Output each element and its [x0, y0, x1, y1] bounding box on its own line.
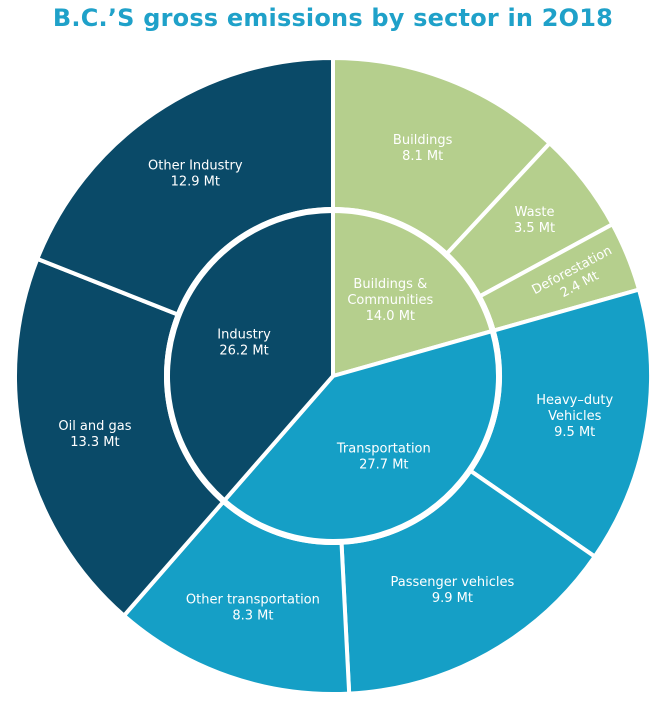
outer-label-oil-and-gas: Oil and gas 13.3 Mt	[58, 419, 131, 450]
outer-label-passenger-vehicles: Passenger vehicles 9.9 Mt	[390, 575, 514, 606]
inner-slice-buildings-communities	[331, 208, 495, 379]
outer-label-other-industry: Other Industry 12.9 Mt	[148, 158, 243, 189]
inner-slice-industry	[166, 208, 335, 504]
ring-separator	[164, 207, 502, 545]
outer-label-waste: Waste 3.5 Mt	[514, 205, 555, 236]
outer-label-buildings: Buildings 8.1 Mt	[393, 133, 453, 164]
outer-label-heavy-duty-vehicles: Heavy–duty Vehicles 9.5 Mt	[536, 393, 613, 440]
outer-label-other-transportation: Other transportation 8.3 Mt	[186, 593, 320, 624]
inner-label-buildings-communities: Buildings & Communities 14.0 Mt	[347, 277, 433, 324]
chart-title: B.C.’S gross emissions by sector in 2O18	[52, 4, 614, 32]
inner-label-industry: Industry 26.2 Mt	[217, 328, 271, 359]
inner-slice-transportation	[221, 328, 500, 543]
inner-label-transportation: Transportation 27.7 Mt	[336, 441, 431, 472]
